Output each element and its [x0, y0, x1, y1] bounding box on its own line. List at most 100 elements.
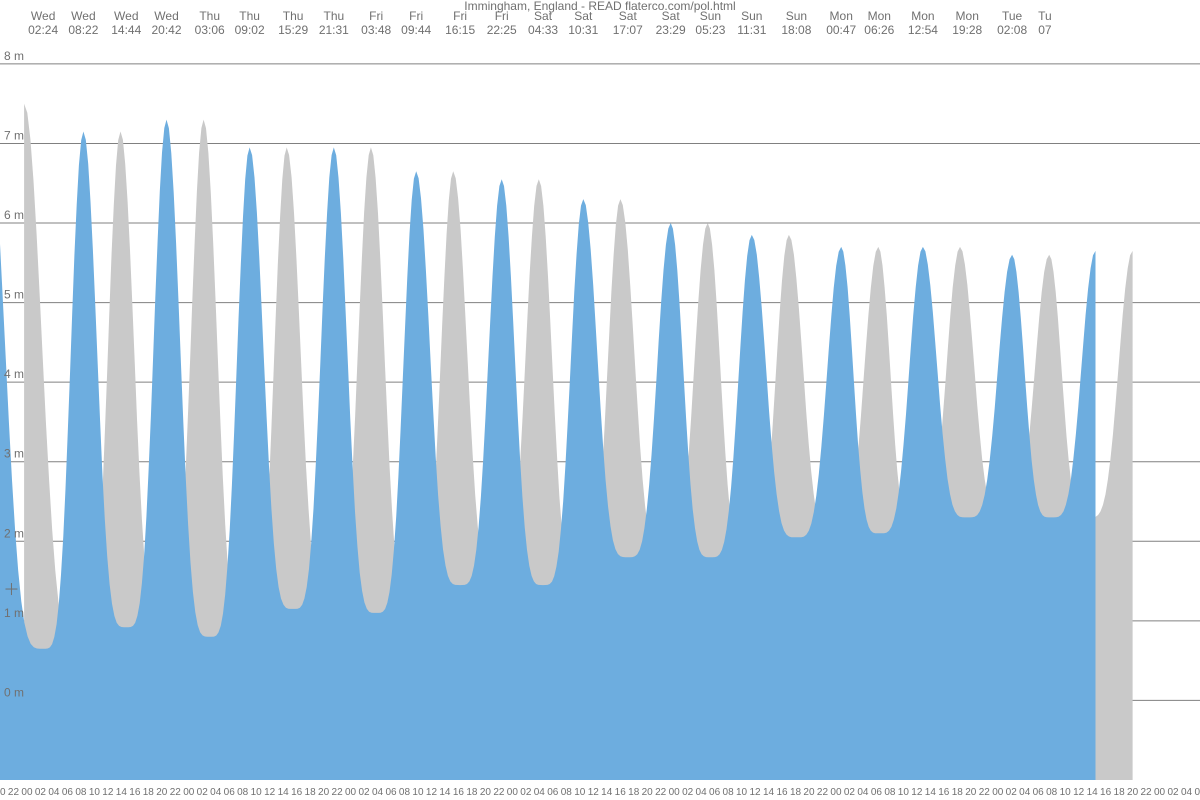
xaxis-tick-label: 08 — [75, 787, 87, 798]
top-day-label: Thu — [199, 9, 220, 23]
top-day-label: Tu — [1038, 9, 1052, 23]
top-day-label: Fri — [495, 9, 509, 23]
xaxis-tick-label: 16 — [776, 787, 788, 798]
top-time-label: 21:31 — [319, 23, 349, 37]
xaxis-tick-label: 18 — [952, 787, 964, 798]
xaxis-tick-label: 16 — [291, 787, 303, 798]
xaxis-tick-label: 06 — [224, 787, 236, 798]
xaxis-tick-label: 08 — [723, 787, 735, 798]
xaxis-tick-label: 02 — [197, 787, 209, 798]
top-time-label: 10:31 — [568, 23, 598, 37]
xaxis-tick-label: 12 — [102, 787, 114, 798]
xaxis-tick-label: 20 — [480, 787, 492, 798]
xaxis-tick-label: 12 — [588, 787, 600, 798]
top-time-label: 14:44 — [111, 23, 141, 37]
xaxis-tick-label: 02 — [1006, 787, 1018, 798]
xaxis-tick-label: 20 — [803, 787, 815, 798]
top-time-label: 02:24 — [28, 23, 58, 37]
top-day-label: Fri — [453, 9, 467, 23]
xaxis-tick-label: 00 — [507, 787, 519, 798]
top-day-label: Mon — [868, 9, 891, 23]
xaxis-tick-label: 02 — [520, 787, 532, 798]
top-time-label: 17:07 — [613, 23, 643, 37]
xaxis-tick-label: 14 — [439, 787, 451, 798]
xaxis-tick-label: 08 — [884, 787, 896, 798]
xaxis-tick-label: 12 — [264, 787, 276, 798]
xaxis-tick-label: 12 — [911, 787, 923, 798]
xaxis-tick-label: 06 — [1194, 787, 1200, 798]
xaxis-tick-label: 06 — [547, 787, 559, 798]
xaxis-tick-label: 04 — [372, 787, 384, 798]
xaxis-tick-label: 22 — [8, 787, 20, 798]
top-time-label: 16:15 — [445, 23, 475, 37]
xaxis-tick-label: 06 — [62, 787, 74, 798]
xaxis-tick-label: 10 — [251, 787, 263, 798]
xaxis-tick-label: 22 — [332, 787, 344, 798]
xaxis-labels: 2022000204060810121416182022000204060810… — [0, 787, 1200, 798]
xaxis-tick-label: 06 — [1033, 787, 1045, 798]
xaxis-tick-label: 12 — [749, 787, 761, 798]
xaxis-tick-label: 22 — [170, 787, 182, 798]
yaxis-tick-label: 4 m — [4, 367, 24, 381]
xaxis-tick-label: 00 — [669, 787, 681, 798]
xaxis-tick-label: 04 — [210, 787, 222, 798]
xaxis-tick-label: 04 — [534, 787, 546, 798]
top-day-label: Mon — [956, 9, 979, 23]
xaxis-tick-label: 02 — [1167, 787, 1179, 798]
top-day-label: Tue — [1002, 9, 1023, 23]
xaxis-tick-label: 06 — [709, 787, 721, 798]
yaxis-tick-label: 5 m — [4, 288, 24, 302]
xaxis-tick-label: 22 — [817, 787, 829, 798]
xaxis-tick-label: 04 — [857, 787, 869, 798]
xaxis-tick-label: 18 — [305, 787, 317, 798]
xaxis-tick-label: 16 — [615, 787, 627, 798]
xaxis-tick-label: 18 — [1114, 787, 1126, 798]
xaxis-tick-label: 04 — [1181, 787, 1193, 798]
top-day-label: Sun — [786, 9, 807, 23]
xaxis-tick-label: 08 — [237, 787, 249, 798]
xaxis-tick-label: 00 — [1154, 787, 1166, 798]
xaxis-tick-label: 20 — [318, 787, 330, 798]
top-time-label: 18:08 — [781, 23, 811, 37]
top-day-label: Mon — [911, 9, 934, 23]
top-day-label: Sat — [574, 9, 593, 23]
yaxis-tick-label: 6 m — [4, 208, 24, 222]
xaxis-tick-label: 22 — [1141, 787, 1153, 798]
top-time-label: 08:22 — [68, 23, 98, 37]
tide-areas — [0, 104, 1133, 780]
top-day-label: Thu — [283, 9, 304, 23]
xaxis-tick-label: 00 — [992, 787, 1004, 798]
xaxis-tick-label: 22 — [979, 787, 991, 798]
top-day-label: Wed — [154, 9, 178, 23]
xaxis-tick-label: 02 — [682, 787, 694, 798]
xaxis-tick-label: 22 — [655, 787, 667, 798]
top-day-label: Wed — [114, 9, 138, 23]
xaxis-tick-label: 02 — [358, 787, 370, 798]
top-day-label: Sat — [619, 9, 638, 23]
top-day-label: Thu — [239, 9, 260, 23]
xaxis-tick-label: 10 — [412, 787, 424, 798]
xaxis-tick-label: 04 — [1019, 787, 1031, 798]
top-time-label: 23:29 — [656, 23, 686, 37]
xaxis-tick-label: 20 — [642, 787, 654, 798]
top-day-label: Wed — [31, 9, 55, 23]
top-time-label: 09:44 — [401, 23, 431, 37]
xaxis-tick-label: 10 — [89, 787, 101, 798]
xaxis-tick-label: 10 — [736, 787, 748, 798]
top-time-label: 06:26 — [864, 23, 894, 37]
xaxis-tick-label: 14 — [278, 787, 290, 798]
xaxis-tick-label: 00 — [21, 787, 33, 798]
xaxis-tick-label: 12 — [1073, 787, 1085, 798]
top-time-label: 03:06 — [195, 23, 225, 37]
xaxis-tick-label: 00 — [345, 787, 357, 798]
top-time-label: 12:54 — [908, 23, 938, 37]
xaxis-tick-label: 10 — [574, 787, 586, 798]
top-day-label: Mon — [830, 9, 853, 23]
xaxis-tick-label: 00 — [830, 787, 842, 798]
top-day-label: Sun — [741, 9, 762, 23]
top-time-label: 00:47 — [826, 23, 856, 37]
xaxis-tick-label: 16 — [938, 787, 950, 798]
xaxis-tick-label: 16 — [453, 787, 465, 798]
top-time-label: 22:25 — [487, 23, 517, 37]
xaxis-tick-label: 08 — [1046, 787, 1058, 798]
